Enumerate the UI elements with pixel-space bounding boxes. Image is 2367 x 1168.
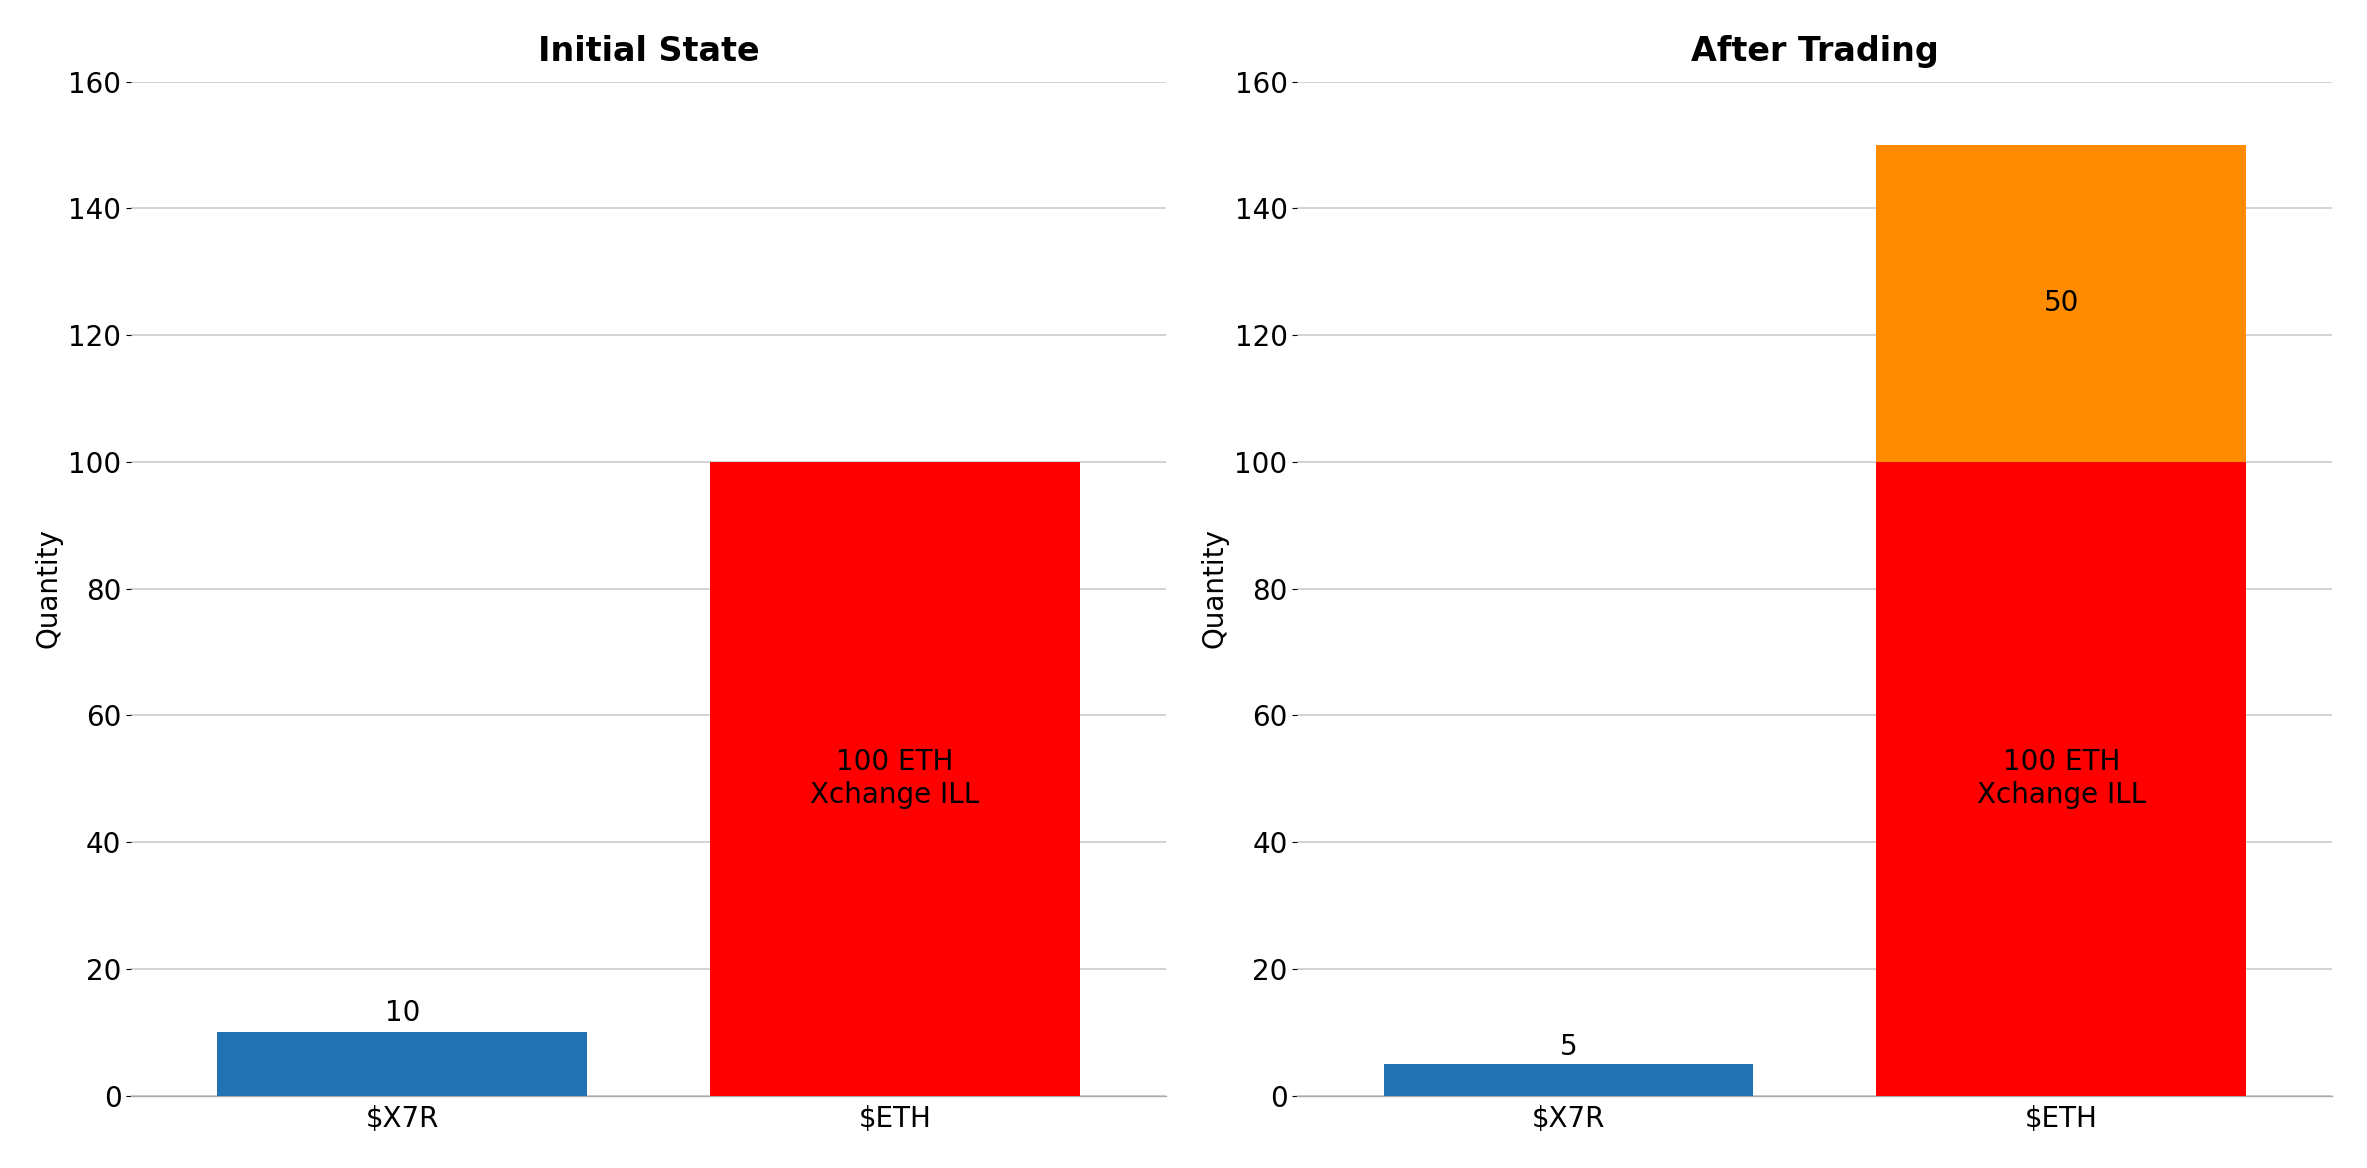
Bar xyxy=(1385,1064,1754,1096)
Text: 100 ETH
Xchange ILL: 100 ETH Xchange ILL xyxy=(810,749,980,809)
Y-axis label: Quantity: Quantity xyxy=(36,529,62,648)
Y-axis label: Quantity: Quantity xyxy=(1200,529,1228,648)
Title: After Trading: After Trading xyxy=(1690,35,1939,68)
Bar xyxy=(1877,145,2246,461)
Bar xyxy=(710,461,1079,1096)
Text: 5: 5 xyxy=(1560,1033,1576,1061)
Text: 10: 10 xyxy=(383,999,419,1027)
Bar xyxy=(1877,461,2246,1096)
Title: Initial State: Initial State xyxy=(537,35,760,68)
Text: 50: 50 xyxy=(2043,290,2078,318)
Bar xyxy=(218,1033,587,1096)
Text: 100 ETH
Xchange ILL: 100 ETH Xchange ILL xyxy=(1976,749,2147,809)
